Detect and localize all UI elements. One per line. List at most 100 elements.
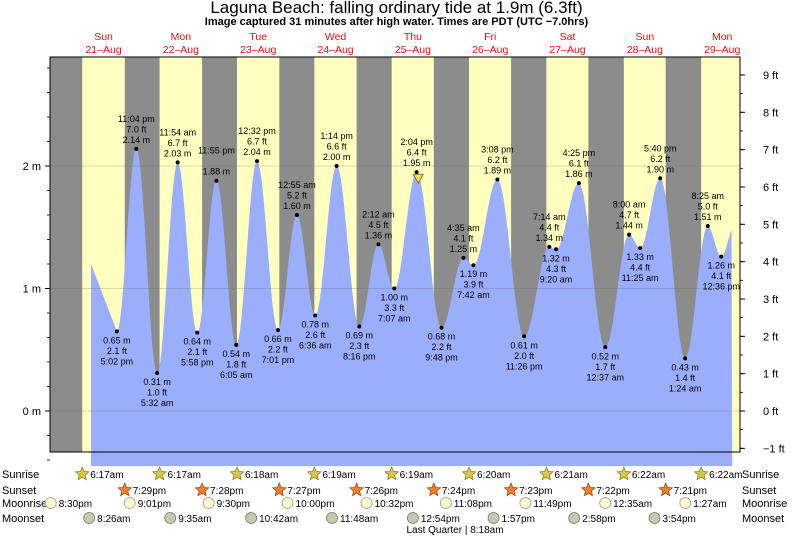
tide-label: 6:05 am xyxy=(220,370,253,380)
tide-label: 4.4 ft xyxy=(539,222,560,232)
astro-time: 10:32pm xyxy=(375,499,414,510)
tide-label: 6.2 ft xyxy=(650,154,671,164)
day-date-label: 27–Aug xyxy=(549,44,585,56)
astro-time: 11:08pm xyxy=(454,499,492,510)
right-axis-label: 1 ft xyxy=(763,369,778,381)
sun-icon xyxy=(117,482,133,497)
astro-time: 10:42am xyxy=(259,514,298,525)
tide-label: 7.0 ft xyxy=(126,124,147,134)
tide-label: 8:00 am xyxy=(613,200,646,210)
tide-label: 4.4 ft xyxy=(630,263,651,273)
moon-icon xyxy=(519,497,532,509)
tide-point xyxy=(255,159,260,164)
moon-phase: Last Quarter | 8:18am xyxy=(406,525,503,536)
tide-label: 6.4 ft xyxy=(407,148,428,158)
tide-label: 2:12 am xyxy=(362,209,395,219)
sun-icon xyxy=(461,466,477,481)
tide-label: 0.64 m xyxy=(183,337,211,347)
tide-point xyxy=(522,334,527,339)
sun-icon xyxy=(74,466,90,481)
tide-point xyxy=(357,324,362,329)
day-name-label: Sat xyxy=(560,31,576,43)
plot-border xyxy=(49,56,741,453)
tide-label: 1:24 am xyxy=(669,383,702,393)
tide-point xyxy=(576,181,581,186)
astro-time: 6:19am xyxy=(400,470,433,481)
tide-point xyxy=(705,224,710,229)
tide-label: 1.60 m xyxy=(283,201,311,211)
moon-icon xyxy=(439,497,452,509)
tide-label: 6.7 ft xyxy=(168,138,189,148)
day-name-label: Fri xyxy=(484,31,496,43)
tide-label: 5.2 ft xyxy=(287,191,308,201)
astro-row-label-left: Moonrise xyxy=(2,498,47,510)
tide-label: 2.04 m xyxy=(243,147,271,157)
day-name-label: Mon xyxy=(712,31,733,43)
tide-point xyxy=(719,254,724,259)
sun-icon xyxy=(306,466,322,481)
right-axis-label: 7 ft xyxy=(763,145,778,157)
day-name-label: Wed xyxy=(325,31,347,43)
sun-icon xyxy=(658,482,674,497)
tide-label: 1.36 m xyxy=(365,230,393,240)
tide-point xyxy=(603,345,608,350)
astro-row-label-left: Sunset xyxy=(2,485,36,497)
astro-time: 3:54pm xyxy=(663,514,696,525)
sun-icon xyxy=(152,466,168,481)
moon-icon xyxy=(326,512,338,524)
tide-label: 0.78 m xyxy=(301,319,329,329)
tide-label: 5:58 pm xyxy=(181,358,214,368)
tide-label: 9:48 pm xyxy=(425,353,458,363)
sun-icon xyxy=(194,482,210,497)
tide-label: 12:32 pm xyxy=(238,126,276,136)
right-axis-label: 0 ft xyxy=(763,406,778,418)
astro-time: 2:58pm xyxy=(582,514,615,525)
astro-time: 7:22pm xyxy=(596,486,629,497)
sun-icon xyxy=(229,466,245,481)
sun-icon xyxy=(349,482,365,497)
tide-point xyxy=(471,263,476,268)
tide-point xyxy=(195,330,200,335)
tide-area xyxy=(91,148,733,467)
tide-label: 2.1 ft xyxy=(187,347,208,357)
left-axis-label: 2 m xyxy=(23,161,41,173)
astro-time: 10:00pm xyxy=(296,499,335,510)
tide-point xyxy=(414,170,419,175)
astro-rows: Sunrise Sunrise 6:17am 6:17am 6:18am 6:19am 6:… xyxy=(2,466,787,536)
tide-label: 0.52 m xyxy=(592,351,620,361)
sun-icon xyxy=(271,482,287,497)
tide-label: 6.7 ft xyxy=(247,137,268,147)
day-name-label: Thu xyxy=(404,31,422,43)
astro-time: 9:35am xyxy=(178,514,211,525)
tide-label: 0.31 m xyxy=(143,377,171,387)
moon-icon xyxy=(44,497,57,509)
tide-point xyxy=(627,232,632,237)
tide-label: 0.61 m xyxy=(510,340,538,350)
tide-label: 1.34 m xyxy=(536,233,564,243)
moon-icon xyxy=(164,512,177,524)
astro-time: 6:19am xyxy=(322,470,355,481)
plot-frame xyxy=(49,56,741,453)
tide-label: 6.1 ft xyxy=(569,159,590,169)
tide-label: 11:04 pm xyxy=(118,114,155,124)
moon-icon xyxy=(245,512,258,524)
tide-label: 11:25 am xyxy=(622,273,659,283)
tide-point xyxy=(114,329,119,334)
tide-label: 5:40 pm xyxy=(644,143,677,153)
chart-title: Laguna Beach: falling ordinary tide at 1… xyxy=(210,0,583,17)
moon-icon xyxy=(360,497,373,509)
tide-label: 1:14 pm xyxy=(320,131,353,141)
tide-label: 11:55 pm xyxy=(198,146,235,156)
astro-row-label-left: Sunrise xyxy=(2,469,39,481)
tide-point xyxy=(683,356,688,361)
sun-icon xyxy=(580,482,596,497)
tide-label: 0.65 m xyxy=(103,335,131,345)
astro-time: 12:35am xyxy=(613,499,652,510)
astro-row-label-right: Sunset xyxy=(742,485,776,497)
astro-time: 7:21pm xyxy=(674,486,707,497)
day-name-label: Sun xyxy=(94,31,113,43)
day-name-label: Tue xyxy=(249,31,267,43)
tide-label: 2.14 m xyxy=(123,135,151,145)
astro-time: 7:27pm xyxy=(287,486,320,497)
tide-label: 1.4 ft xyxy=(675,373,696,383)
